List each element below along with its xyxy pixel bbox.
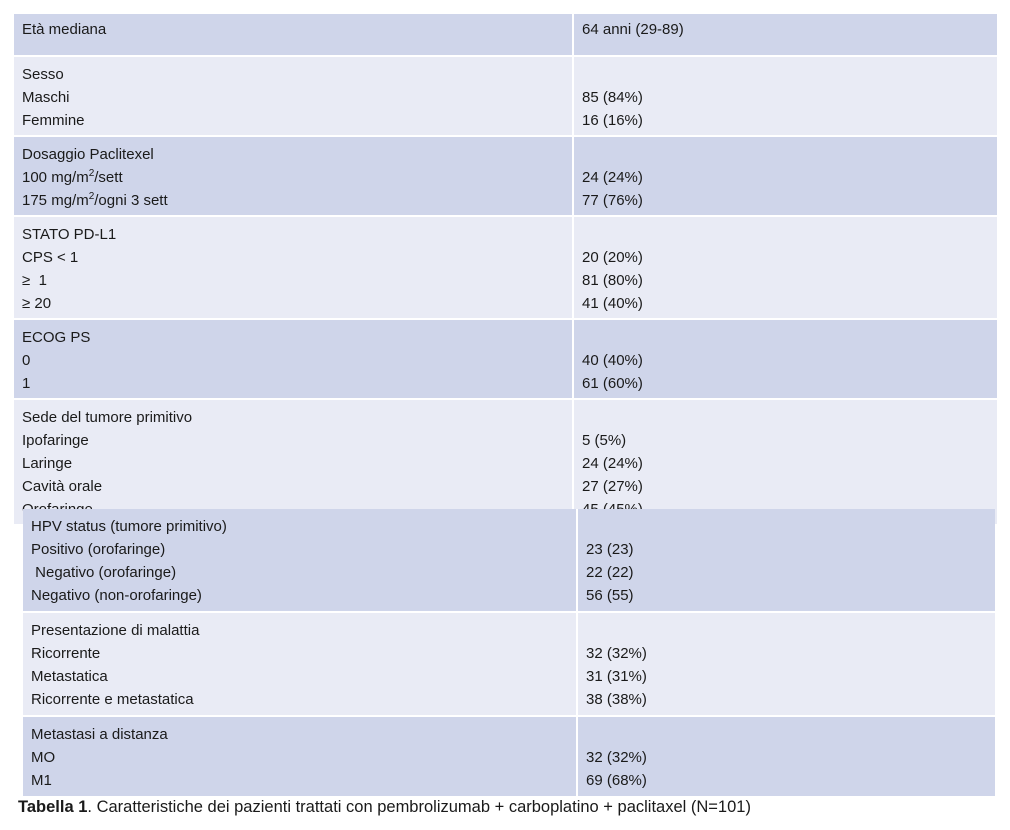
item-label: Ricorrente e metastatica xyxy=(31,691,194,708)
row-value: 32 (32%) 69 (68%) xyxy=(578,717,995,798)
table-row: Sede del tumore primitivo Ipofaringe Lar… xyxy=(14,400,997,526)
item-label: MO xyxy=(31,749,56,766)
row-label: Sede del tumore primitivo Ipofaringe Lar… xyxy=(14,400,574,526)
item-value: 24 (24%) xyxy=(582,169,643,186)
item-label: Ricorrente xyxy=(31,645,101,662)
caption-text: . Caratteristiche dei pazienti trattati … xyxy=(87,798,751,816)
item-value: 31 (31%) xyxy=(586,668,647,685)
table-row: Età mediana 64 anni (29-89) xyxy=(14,14,997,57)
item-label: 1 xyxy=(22,375,31,392)
row-value: 64 anni (29-89) xyxy=(574,14,997,57)
row-label: Presentazione di malattia Ricorrente Met… xyxy=(23,613,578,717)
item-label: ≥ 20 xyxy=(22,295,52,312)
row-value: 24 (24%) 77 (76%) xyxy=(574,137,997,217)
item-value: 56 (55) xyxy=(586,587,634,604)
item-value: 22 (22) xyxy=(586,564,634,581)
item-label: M1 xyxy=(31,772,52,789)
spacer xyxy=(586,515,987,538)
table-row: ECOG PS 0 1 40 (40%) 61 (60%) xyxy=(14,320,997,400)
item-label: CPS < 1 xyxy=(22,249,79,266)
table-row: Presentazione di malattia Ricorrente Met… xyxy=(23,613,995,717)
table-row: Sesso Maschi Femmine 85 (84%) 16 (16%) xyxy=(14,57,997,137)
item-value: 32 (32%) xyxy=(586,645,647,662)
item-label: Femmine xyxy=(22,112,85,129)
spacer xyxy=(582,63,989,86)
row-value: 5 (5%) 24 (24%) 27 (27%) 45 (45%) xyxy=(574,400,997,526)
item-value: 20 (20%) xyxy=(582,249,643,266)
item-value: 24 (24%) xyxy=(582,455,643,472)
row-value: 23 (23) 22 (22) 56 (55) xyxy=(578,509,995,613)
item-label: Cavità orale xyxy=(22,478,103,495)
item-label: Metastatica xyxy=(31,668,108,685)
table-caption: Tabella 1. Caratteristiche dei pazienti … xyxy=(18,798,751,817)
group-heading: ECOG PS xyxy=(22,329,91,346)
group-heading: Sede del tumore primitivo xyxy=(22,409,193,426)
spacer xyxy=(586,723,987,746)
item-value: 85 (84%) xyxy=(582,89,643,106)
item-value: 16 (16%) xyxy=(582,112,643,129)
row-label: STATO PD-L1 CPS < 1 ≥ 1 ≥ 20 xyxy=(14,217,574,320)
row-label: Sesso Maschi Femmine xyxy=(14,57,574,137)
item-label: 100 mg/m2/sett xyxy=(22,168,123,187)
item-label: 175 mg/m2/ogni 3 sett xyxy=(22,191,168,210)
spacer xyxy=(582,326,989,349)
group-heading: HPV status (tumore primitivo) xyxy=(31,518,227,535)
row-label: Età mediana xyxy=(14,14,574,57)
spacer xyxy=(582,143,989,166)
table-row: HPV status (tumore primitivo) Positivo (… xyxy=(23,509,995,613)
item-label: Negativo (orofaringe) xyxy=(31,564,177,581)
row-value: 20 (20%) 81 (80%) 41 (40%) xyxy=(574,217,997,320)
item-value: 41 (40%) xyxy=(582,295,643,312)
item-value: 38 (38%) xyxy=(586,691,647,708)
spacer xyxy=(582,223,989,246)
group-heading: Sesso xyxy=(22,66,64,83)
group-heading: Presentazione di malattia xyxy=(31,622,200,639)
row-label: HPV status (tumore primitivo) Positivo (… xyxy=(23,509,578,613)
table-row: Metastasi a distanza MO M1 32 (32%) 69 (… xyxy=(23,717,995,798)
item-value: 61 (60%) xyxy=(582,375,643,392)
spacer xyxy=(586,619,987,642)
group-heading: Metastasi a distanza xyxy=(31,726,168,743)
item-label: Positivo (orofaringe) xyxy=(31,541,166,558)
row-value: 40 (40%) 61 (60%) xyxy=(574,320,997,400)
item-value: 69 (68%) xyxy=(586,772,647,789)
table-row: STATO PD-L1 CPS < 1 ≥ 1 ≥ 20 20 (20%) 81… xyxy=(14,217,997,320)
eta-label: Età mediana xyxy=(22,21,107,38)
patient-characteristics-table-continued: HPV status (tumore primitivo) Positivo (… xyxy=(23,509,995,798)
item-label: Laringe xyxy=(22,455,73,472)
row-value: 32 (32%) 31 (31%) 38 (38%) xyxy=(578,613,995,717)
table-row: Dosaggio Paclitexel 100 mg/m2/sett 175 m… xyxy=(14,137,997,217)
eta-value: 64 anni (29-89) xyxy=(582,21,684,38)
row-label: ECOG PS 0 1 xyxy=(14,320,574,400)
row-value: 85 (84%) 16 (16%) xyxy=(574,57,997,137)
spacer xyxy=(582,406,989,429)
row-label: Dosaggio Paclitexel 100 mg/m2/sett 175 m… xyxy=(14,137,574,217)
item-value: 81 (80%) xyxy=(582,272,643,289)
item-label: ≥ 1 xyxy=(22,272,47,289)
row-label: Metastasi a distanza MO M1 xyxy=(23,717,578,798)
group-heading: STATO PD-L1 xyxy=(22,226,117,243)
item-value: 23 (23) xyxy=(586,541,634,558)
item-label: 0 xyxy=(22,352,31,369)
item-value: 40 (40%) xyxy=(582,352,643,369)
item-value: 32 (32%) xyxy=(586,749,647,766)
item-value: 27 (27%) xyxy=(582,478,643,495)
group-heading: Dosaggio Paclitexel xyxy=(22,146,154,163)
item-label: Maschi xyxy=(22,89,70,106)
item-label: Negativo (non-orofaringe) xyxy=(31,587,202,604)
caption-label: Tabella 1 xyxy=(18,798,88,816)
item-label: Ipofaringe xyxy=(22,432,89,449)
patient-characteristics-table: Età mediana 64 anni (29-89) Sesso Maschi… xyxy=(14,14,997,526)
item-value: 77 (76%) xyxy=(582,192,643,209)
item-value: 5 (5%) xyxy=(582,432,627,449)
